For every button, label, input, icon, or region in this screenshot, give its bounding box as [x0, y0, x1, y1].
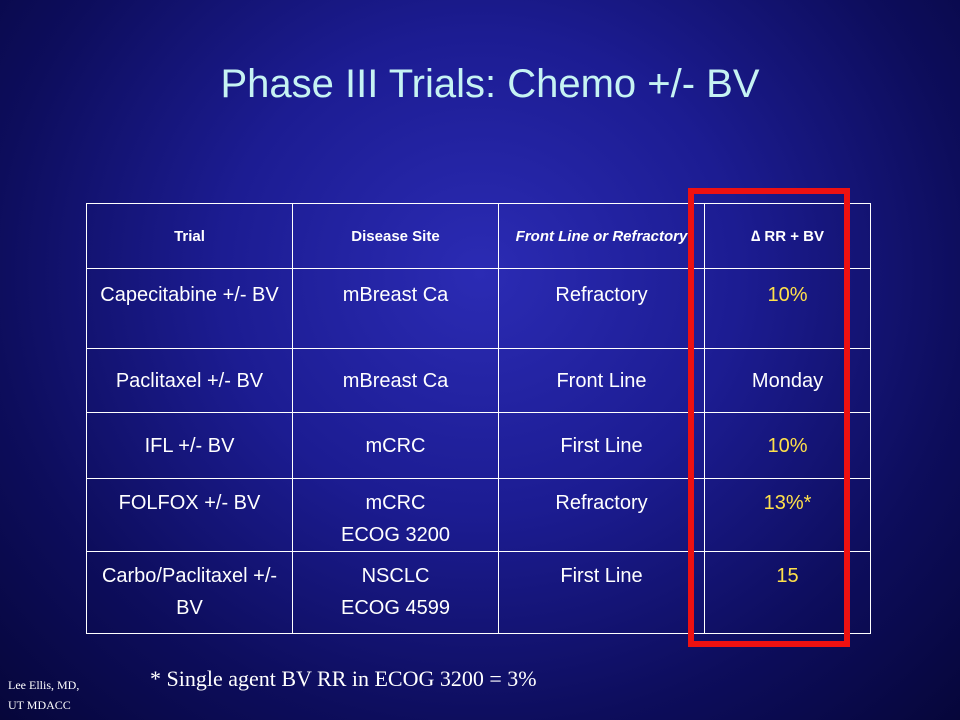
cell-site: NSCLC ECOG 4599	[292, 551, 499, 634]
cell-rr: Monday	[704, 348, 871, 413]
table-row: IFL +/- BV mCRC First Line 10%	[86, 412, 871, 479]
table-row: Paclitaxel +/- BV mBreast Ca Front Line …	[86, 348, 871, 413]
cell-site: mCRC ECOG 3200	[292, 478, 499, 552]
cell-line: First Line	[498, 551, 705, 634]
cell-site-line2: ECOG 3200	[341, 524, 450, 546]
cell-trial: FOLFOX +/- BV	[86, 478, 293, 552]
trials-table: Trial Disease Site Front Line or Refract…	[86, 203, 871, 634]
header-delta-rr-bv: ∆ RR + BV	[704, 203, 871, 269]
cell-rr: 10%	[704, 412, 871, 479]
cell-rr: 10%	[704, 268, 871, 349]
cell-trial: Carbo/Paclitaxel +/- BV	[86, 551, 293, 634]
header-front-line-or-refractory: Front Line or Refractory	[498, 203, 705, 269]
table-row: FOLFOX +/- BV mCRC ECOG 3200 Refractory …	[86, 478, 871, 552]
cell-trial: IFL +/- BV	[86, 412, 293, 479]
header-trial: Trial	[86, 203, 293, 269]
table-row: Carbo/Paclitaxel +/- BV NSCLC ECOG 4599 …	[86, 551, 871, 634]
cell-line: First Line	[498, 412, 705, 479]
cell-site-line1: mCRC	[365, 492, 426, 514]
cell-line: Front Line	[498, 348, 705, 413]
cell-rr: 13%*	[704, 478, 871, 552]
cell-site: mBreast Ca	[292, 268, 499, 349]
cell-rr: 15	[704, 551, 871, 634]
highlight-box	[688, 188, 850, 647]
cell-line: Refractory	[498, 478, 705, 552]
cell-site: mCRC	[292, 412, 499, 479]
table-header-row: Trial Disease Site Front Line or Refract…	[86, 203, 871, 269]
table-row: Capecitabine +/- BV mBreast Ca Refractor…	[86, 268, 871, 349]
cell-site-line2: ECOG 4599	[341, 597, 450, 619]
slide-title: Phase III Trials: Chemo +/- BV	[220, 62, 760, 106]
cell-trial: Paclitaxel +/- BV	[86, 348, 293, 413]
author-line2: UT MDACC	[8, 698, 71, 712]
header-disease-site: Disease Site	[292, 203, 499, 269]
cell-line: Refractory	[498, 268, 705, 349]
author-line1: Lee Ellis, MD,	[8, 678, 80, 692]
author-credit: Lee Ellis, MD, UT MDACC	[8, 675, 79, 715]
cell-site: mBreast Ca	[292, 348, 499, 413]
cell-trial: Capecitabine +/- BV	[86, 268, 293, 349]
cell-site-line1: NSCLC	[361, 565, 430, 587]
footnote: * Single agent BV RR in ECOG 3200 = 3%	[150, 666, 537, 691]
